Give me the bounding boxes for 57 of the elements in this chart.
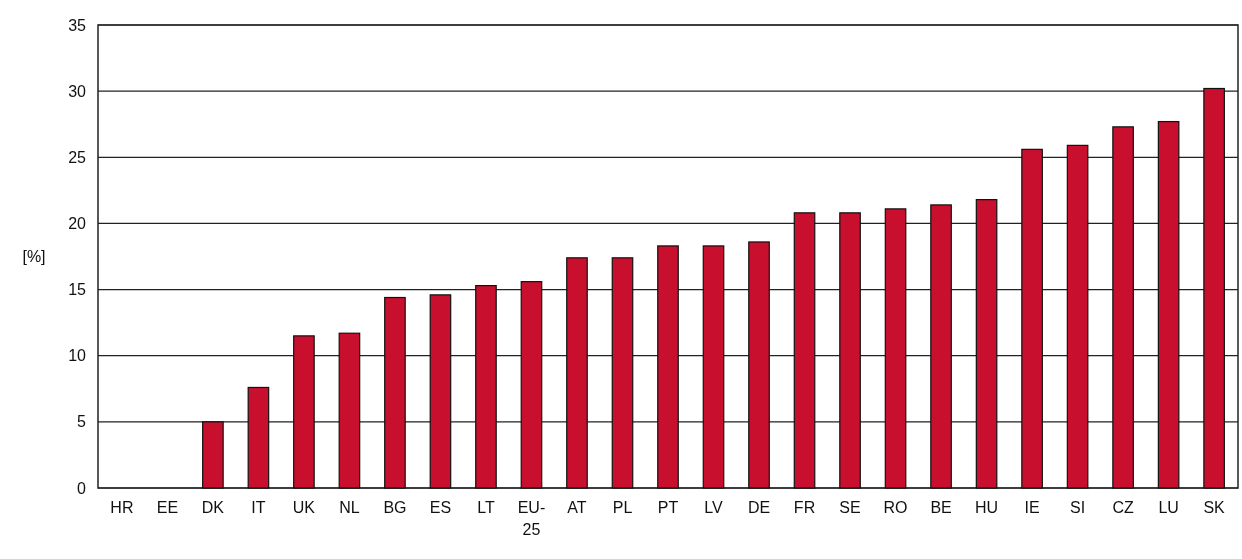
- y-tick-label: 30: [68, 82, 87, 100]
- x-tick-label: LU: [1158, 499, 1179, 517]
- x-tick-label: SI: [1070, 499, 1086, 517]
- x-tick-label: FR: [793, 499, 816, 517]
- bar: [975, 199, 998, 489]
- x-tick-label: HR: [110, 499, 134, 517]
- bar: [384, 296, 406, 489]
- bar: [247, 386, 270, 489]
- bar: [475, 285, 497, 489]
- x-tick-label: PT: [657, 499, 679, 517]
- bar: [793, 212, 816, 489]
- y-tick-label: 0: [77, 479, 87, 497]
- x-tick-label: EU-25: [517, 499, 546, 538]
- y-tick-label: 25: [68, 148, 87, 166]
- x-tick-label: NL: [339, 499, 360, 517]
- x-tick-label: LV: [704, 499, 724, 517]
- y-tick-label: 5: [77, 413, 87, 431]
- x-tick-label: DK: [201, 499, 225, 517]
- x-tick-label: AT: [567, 499, 587, 517]
- y-tick-label: 15: [68, 281, 87, 299]
- bar: [429, 294, 452, 489]
- bar: [1066, 144, 1089, 489]
- bar: [520, 281, 543, 489]
- bar: [1203, 87, 1225, 489]
- x-tick-label: IE: [1024, 499, 1040, 517]
- bar: [930, 204, 952, 489]
- bar: [839, 212, 861, 489]
- x-tick-label: ES: [429, 499, 452, 517]
- bar: [748, 241, 770, 489]
- x-tick-label: BG: [383, 499, 407, 517]
- x-tick-label: IT: [251, 499, 266, 517]
- bar: [293, 335, 315, 489]
- x-tick-label: SE: [839, 499, 861, 517]
- bar: [702, 245, 725, 489]
- x-tick-label: BE: [930, 499, 952, 517]
- x-tick-label: PL: [612, 499, 633, 517]
- y-tick-label: 35: [68, 16, 87, 34]
- x-tick-label: UK: [292, 499, 316, 517]
- bar: [338, 332, 361, 489]
- x-tick-label: RO: [883, 499, 908, 517]
- x-tick-label: HU: [975, 499, 999, 517]
- bar: [1112, 126, 1134, 489]
- bar: [566, 257, 588, 489]
- y-axis-title: [%]: [22, 248, 46, 266]
- bar: [611, 257, 634, 489]
- x-tick-label: SK: [1203, 499, 1226, 517]
- x-tick-label: EE: [156, 499, 179, 517]
- bar: [1021, 148, 1043, 489]
- bar: [202, 421, 224, 489]
- x-tick-label: LT: [477, 499, 495, 517]
- bar: [657, 245, 679, 489]
- y-tick-label: 20: [68, 215, 87, 233]
- y-tick-label: 10: [68, 347, 87, 365]
- x-tick-label: DE: [747, 499, 771, 517]
- bar: [1157, 120, 1180, 489]
- x-tick-label: CZ: [1112, 499, 1134, 517]
- bar: [884, 208, 907, 489]
